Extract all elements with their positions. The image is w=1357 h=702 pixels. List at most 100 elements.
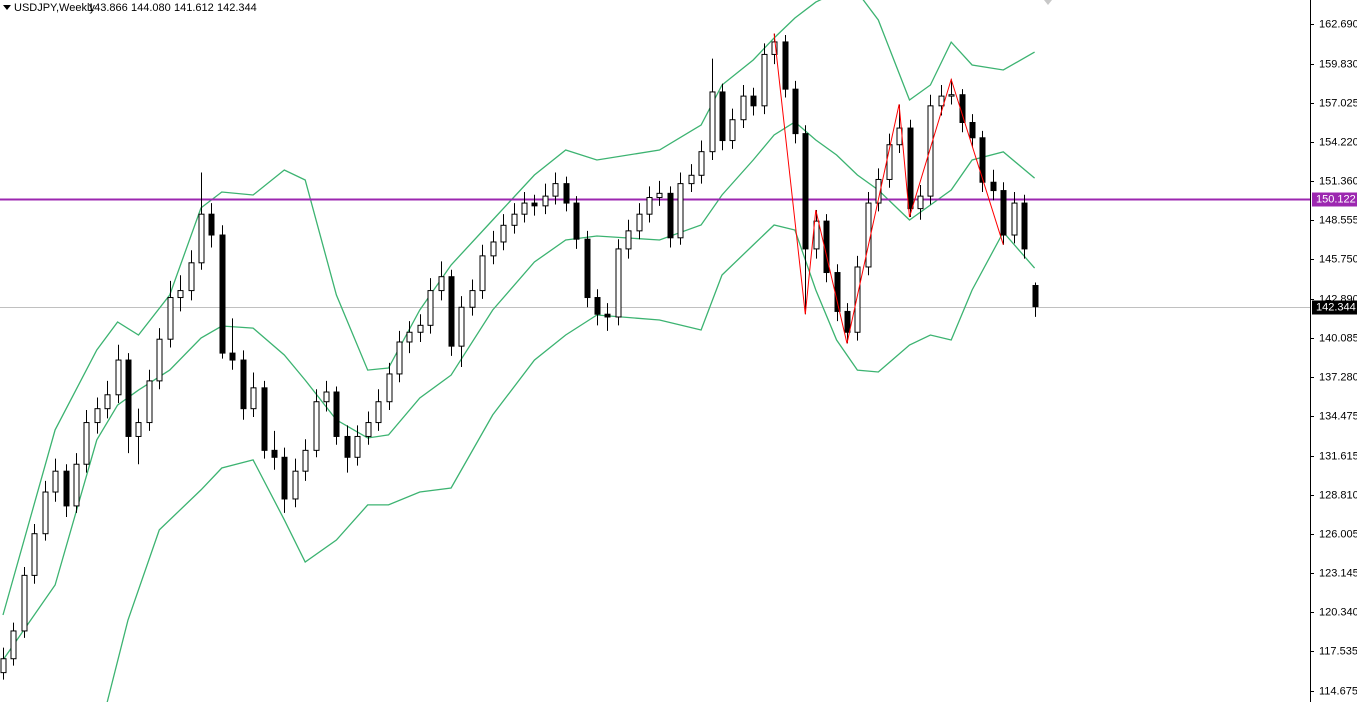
candle-body-down (63, 470, 70, 507)
candle-body-up (94, 408, 101, 424)
candle-body-up (917, 195, 924, 210)
candle-body-up (938, 95, 945, 107)
high-label: 144.080 (131, 2, 171, 14)
candle-body-up (104, 394, 111, 410)
candle-body-up (656, 192, 663, 199)
candle-body-down (1000, 190, 1007, 236)
candle-body-up (615, 248, 622, 318)
current-price-label: 142.344 (1316, 301, 1356, 313)
candle-body-up (167, 297, 174, 340)
candle-body-up (73, 463, 80, 507)
y-tick-label: 145.750 (1319, 253, 1357, 265)
candle-body-up (21, 574, 28, 632)
candle-body-up (417, 324, 424, 333)
candle-body-down (584, 238, 591, 299)
candle-body-up (42, 491, 49, 535)
price-axis: 162.690 159.830 157.025 154.220 151.360 148.5… (1310, 18, 1357, 697)
scroll-marker (1044, 0, 1052, 5)
header: USDJPY,Weekly 143.866 144.080 141.612 14… (14, 2, 257, 14)
candle-body-down (344, 435, 351, 458)
y-tick-label: 148.555 (1319, 214, 1357, 226)
candle-body-up (406, 331, 413, 343)
level-price-box (1312, 192, 1357, 207)
candle-body-down (208, 213, 215, 236)
candle-body-up (771, 41, 778, 55)
y-tick-label: 117.535 (1319, 645, 1357, 657)
candle-body-up (688, 174, 695, 185)
candle-body-up (0, 658, 7, 674)
candle-body-up (386, 373, 393, 403)
close-label: 142.344 (217, 2, 257, 14)
candle-body-up (698, 151, 705, 176)
candle-body-down (750, 95, 757, 107)
candle-body-up (1011, 202, 1018, 236)
candle-body-down (802, 133, 809, 250)
candle-body-down (125, 359, 132, 437)
candle-body-down (448, 276, 455, 347)
bollinger-band (106, 224, 1036, 702)
candle-body-down (667, 192, 674, 239)
candle-body-up (854, 266, 861, 333)
candle-body-up (927, 105, 934, 197)
candle-body-up (302, 449, 309, 472)
candle-body-up (292, 470, 299, 500)
level-price-label: 150.122 (1316, 193, 1356, 205)
menu-arrow[interactable] (3, 5, 11, 10)
candle-body-down (969, 121, 976, 139)
candle-body-up (479, 255, 486, 292)
candle-body-down (240, 359, 247, 410)
candle-body-up (438, 276, 445, 292)
symbol-title: USDJPY,Weekly (14, 2, 95, 14)
candle-body-up (521, 202, 528, 215)
candle-body-up (729, 119, 736, 142)
zigzag-line (773, 33, 1004, 344)
candle-body-up (52, 470, 59, 493)
y-tick-label: 151.360 (1319, 175, 1357, 187)
candle-body-up (83, 422, 90, 465)
candle-body-up (552, 183, 559, 197)
candle-body-down (792, 88, 799, 135)
y-tick-label: 114.675 (1319, 685, 1357, 697)
y-tick-label: 154.220 (1319, 136, 1357, 148)
candle-body-up (677, 183, 684, 239)
candle-body-up (313, 401, 320, 451)
y-tick-label: 157.025 (1319, 97, 1357, 109)
bollinger-band (2, 0, 1035, 616)
candle-body-up (10, 630, 17, 660)
candle-body-up (427, 290, 434, 326)
bollinger-band (2, 121, 1036, 661)
candle-body-up (198, 213, 205, 264)
candle-body-up (625, 230, 632, 250)
candle-body-up (115, 359, 122, 396)
low-label: 141.612 (174, 2, 214, 14)
candle-body-up (323, 391, 330, 403)
candle-body-down (563, 183, 570, 204)
candle-body-down (907, 127, 914, 210)
y-tick-label: 140.085 (1319, 332, 1357, 344)
candle-body-down (333, 391, 340, 437)
candle-body-down (1032, 285, 1039, 308)
candle-body-down (719, 91, 726, 142)
candle-body-up (156, 338, 163, 382)
candle-body-down (990, 181, 997, 192)
candle-body-up (458, 306, 465, 347)
candle-body-up (709, 91, 716, 153)
candle-body-down (229, 352, 236, 361)
candle-body-down (1021, 202, 1028, 250)
candle-body-up (135, 422, 142, 437)
candle-body-down (834, 272, 841, 312)
plot-area (0, 0, 1310, 702)
candle-body-down (604, 313, 611, 318)
current-price-box (1312, 300, 1357, 315)
candle-body-up (31, 533, 38, 576)
candle-body-up (813, 220, 820, 250)
candle-body-down (782, 41, 789, 90)
candle-body-up (646, 197, 653, 215)
y-tick-label: 128.810 (1319, 489, 1357, 501)
candle-body-up (511, 213, 518, 226)
candle-body-down (281, 456, 288, 500)
candle-body-up (469, 290, 476, 308)
candle-body-up (875, 178, 882, 204)
